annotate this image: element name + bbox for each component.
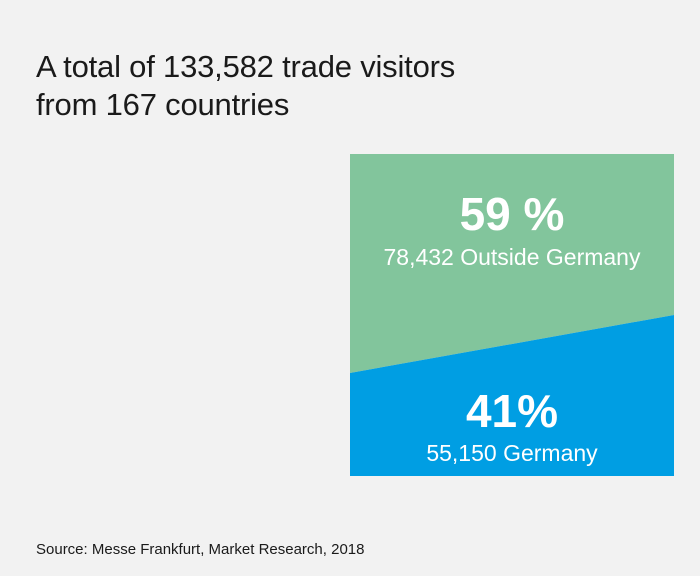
germany-percent-label: 41% — [466, 385, 558, 437]
outside-germany-value-label: 78,432 Outside Germany — [384, 244, 641, 270]
chart-title-line-2: from 167 countries — [36, 87, 290, 122]
outside-germany-percent-label: 59 % — [460, 188, 565, 240]
germany-value-label: 55,150 Germany — [426, 440, 598, 466]
germany-area — [350, 314, 674, 476]
chart-title-line-1: A total of 133,582 trade visitors — [36, 49, 456, 84]
outside-germany-area — [350, 154, 674, 373]
chart-title: A total of 133,582 trade visitors from 1… — [36, 48, 455, 124]
source-note: Source: Messe Frankfurt, Market Research… — [36, 541, 365, 558]
